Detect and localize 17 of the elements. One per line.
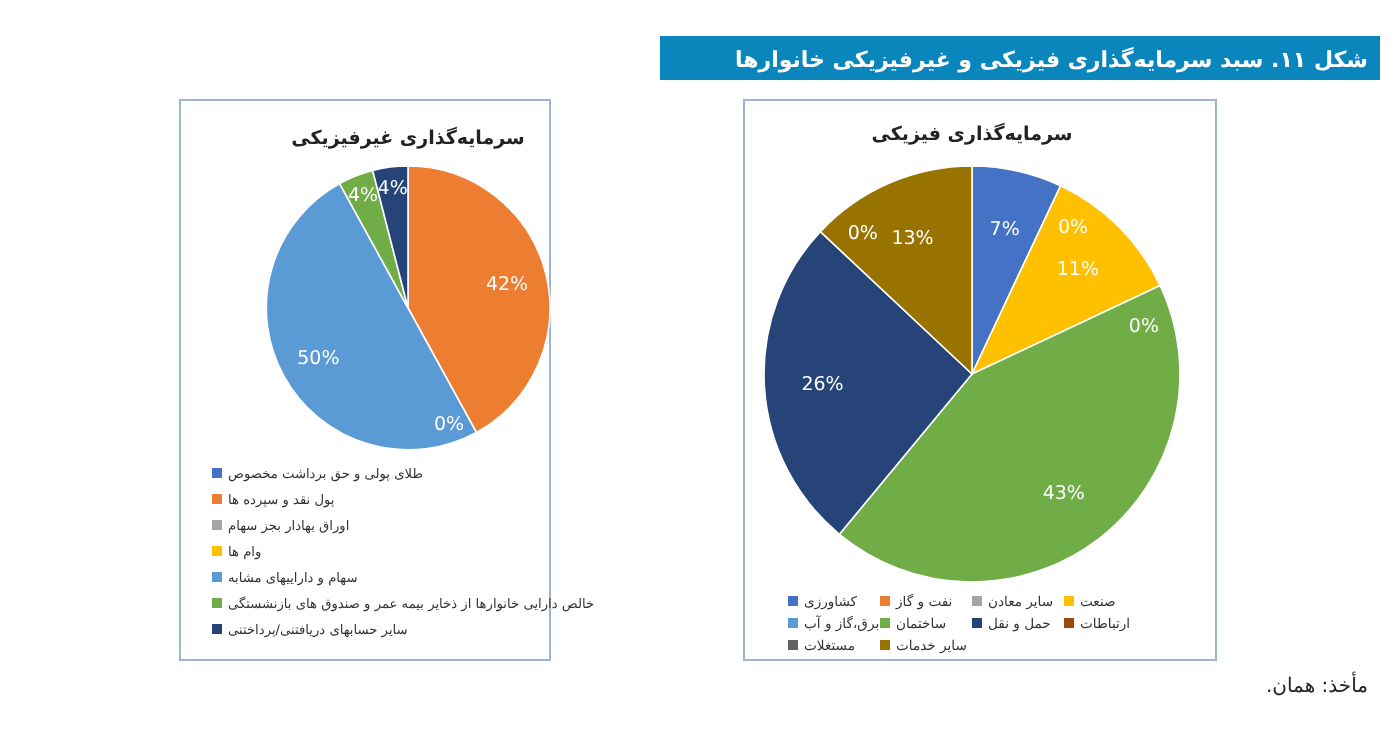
data-label: 50% bbox=[297, 348, 340, 371]
text: شکل ۱۱. سبد سرمایه‌گذاری فیزیکی و غیرفیزیکی خانوارها bbox=[735, 47, 1368, 73]
data-label: 43% bbox=[1042, 483, 1085, 506]
text: 0% bbox=[1057, 217, 1089, 240]
data-label: 4% bbox=[377, 177, 408, 200]
data-label: 42% bbox=[485, 273, 529, 296]
text: 0% bbox=[847, 223, 878, 246]
chart-title: سرمایه‌گذاری فیزیکی bbox=[871, 122, 1073, 146]
text: 0% bbox=[433, 414, 465, 437]
text: مأخذ: همان. bbox=[1265, 670, 1368, 698]
data-label: 11% bbox=[1056, 259, 1100, 282]
chart-title: سرمایه‌گذاری غیرفیزیکی bbox=[291, 126, 525, 150]
data-label: 4% bbox=[347, 185, 379, 208]
data-label: 26% bbox=[801, 374, 844, 397]
text: 0% bbox=[1128, 315, 1159, 338]
data-label: 7% bbox=[989, 218, 1020, 241]
data-label: 13% bbox=[891, 227, 934, 250]
